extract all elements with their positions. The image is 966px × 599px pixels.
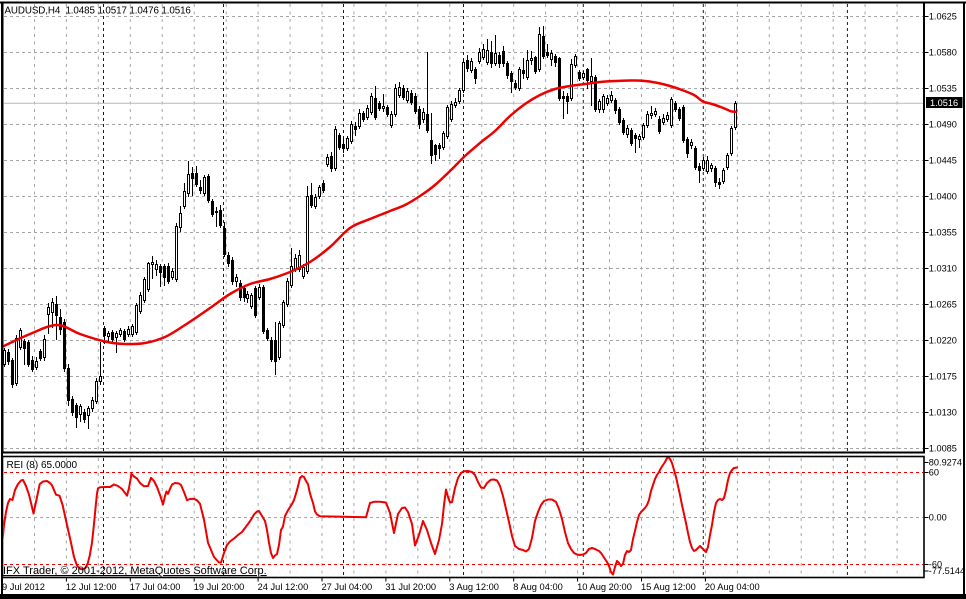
svg-text:60: 60	[929, 468, 939, 478]
svg-text:1.0400: 1.0400	[929, 192, 957, 202]
svg-text:24 Jul 12:00: 24 Jul 12:00	[258, 582, 309, 592]
svg-text:20 Aug 04:00: 20 Aug 04:00	[705, 582, 760, 592]
svg-text:1.0516: 1.0516	[930, 98, 958, 108]
svg-text:1.0265: 1.0265	[929, 300, 957, 310]
svg-text:12 Jul 12:00: 12 Jul 12:00	[66, 582, 117, 592]
svg-text:1.0580: 1.0580	[929, 48, 957, 58]
svg-text:-60: -60	[929, 560, 942, 570]
svg-text:IFX Trader, © 2001-2012, MetaQ: IFX Trader, © 2001-2012, MetaQuotes Soft…	[3, 565, 267, 577]
svg-text:9 Jul 2012: 9 Jul 2012	[2, 582, 45, 592]
svg-text:27 Jul 04:00: 27 Jul 04:00	[322, 582, 373, 592]
svg-text:80.9274: 80.9274	[929, 458, 962, 468]
svg-text:1.0130: 1.0130	[929, 408, 957, 418]
svg-text:1.0490: 1.0490	[929, 120, 957, 130]
svg-text:-77.5144: -77.5144	[929, 566, 965, 576]
svg-text:1.0085: 1.0085	[929, 444, 957, 454]
svg-text:1.0355: 1.0355	[929, 228, 957, 238]
svg-text:REI (8) 65.0000: REI (8) 65.0000	[7, 460, 78, 471]
svg-text:1.0445: 1.0445	[929, 156, 957, 166]
svg-text:10 Aug 20:00: 10 Aug 20:00	[577, 582, 632, 592]
svg-text:1.0220: 1.0220	[929, 336, 957, 346]
svg-text:1.0175: 1.0175	[929, 372, 957, 382]
svg-text:AUDUSD,H4 1.0485 1.0517 1.047: AUDUSD,H4 1.0485 1.0517 1.0476 1.0516	[5, 6, 192, 17]
svg-text:31 Jul 20:00: 31 Jul 20:00	[385, 582, 436, 592]
svg-text:1.0535: 1.0535	[929, 84, 957, 94]
svg-text:1.0625: 1.0625	[929, 12, 957, 22]
svg-text:0.00: 0.00	[929, 513, 947, 523]
svg-text:17 Jul 04:00: 17 Jul 04:00	[130, 582, 181, 592]
svg-text:1.0310: 1.0310	[929, 264, 957, 274]
svg-text:8 Aug 04:00: 8 Aug 04:00	[513, 582, 563, 592]
svg-text:15 Aug 12:00: 15 Aug 12:00	[641, 582, 696, 592]
svg-text:3 Aug 12:00: 3 Aug 12:00	[449, 582, 499, 592]
svg-text:19 Jul 20:00: 19 Jul 20:00	[194, 582, 245, 592]
